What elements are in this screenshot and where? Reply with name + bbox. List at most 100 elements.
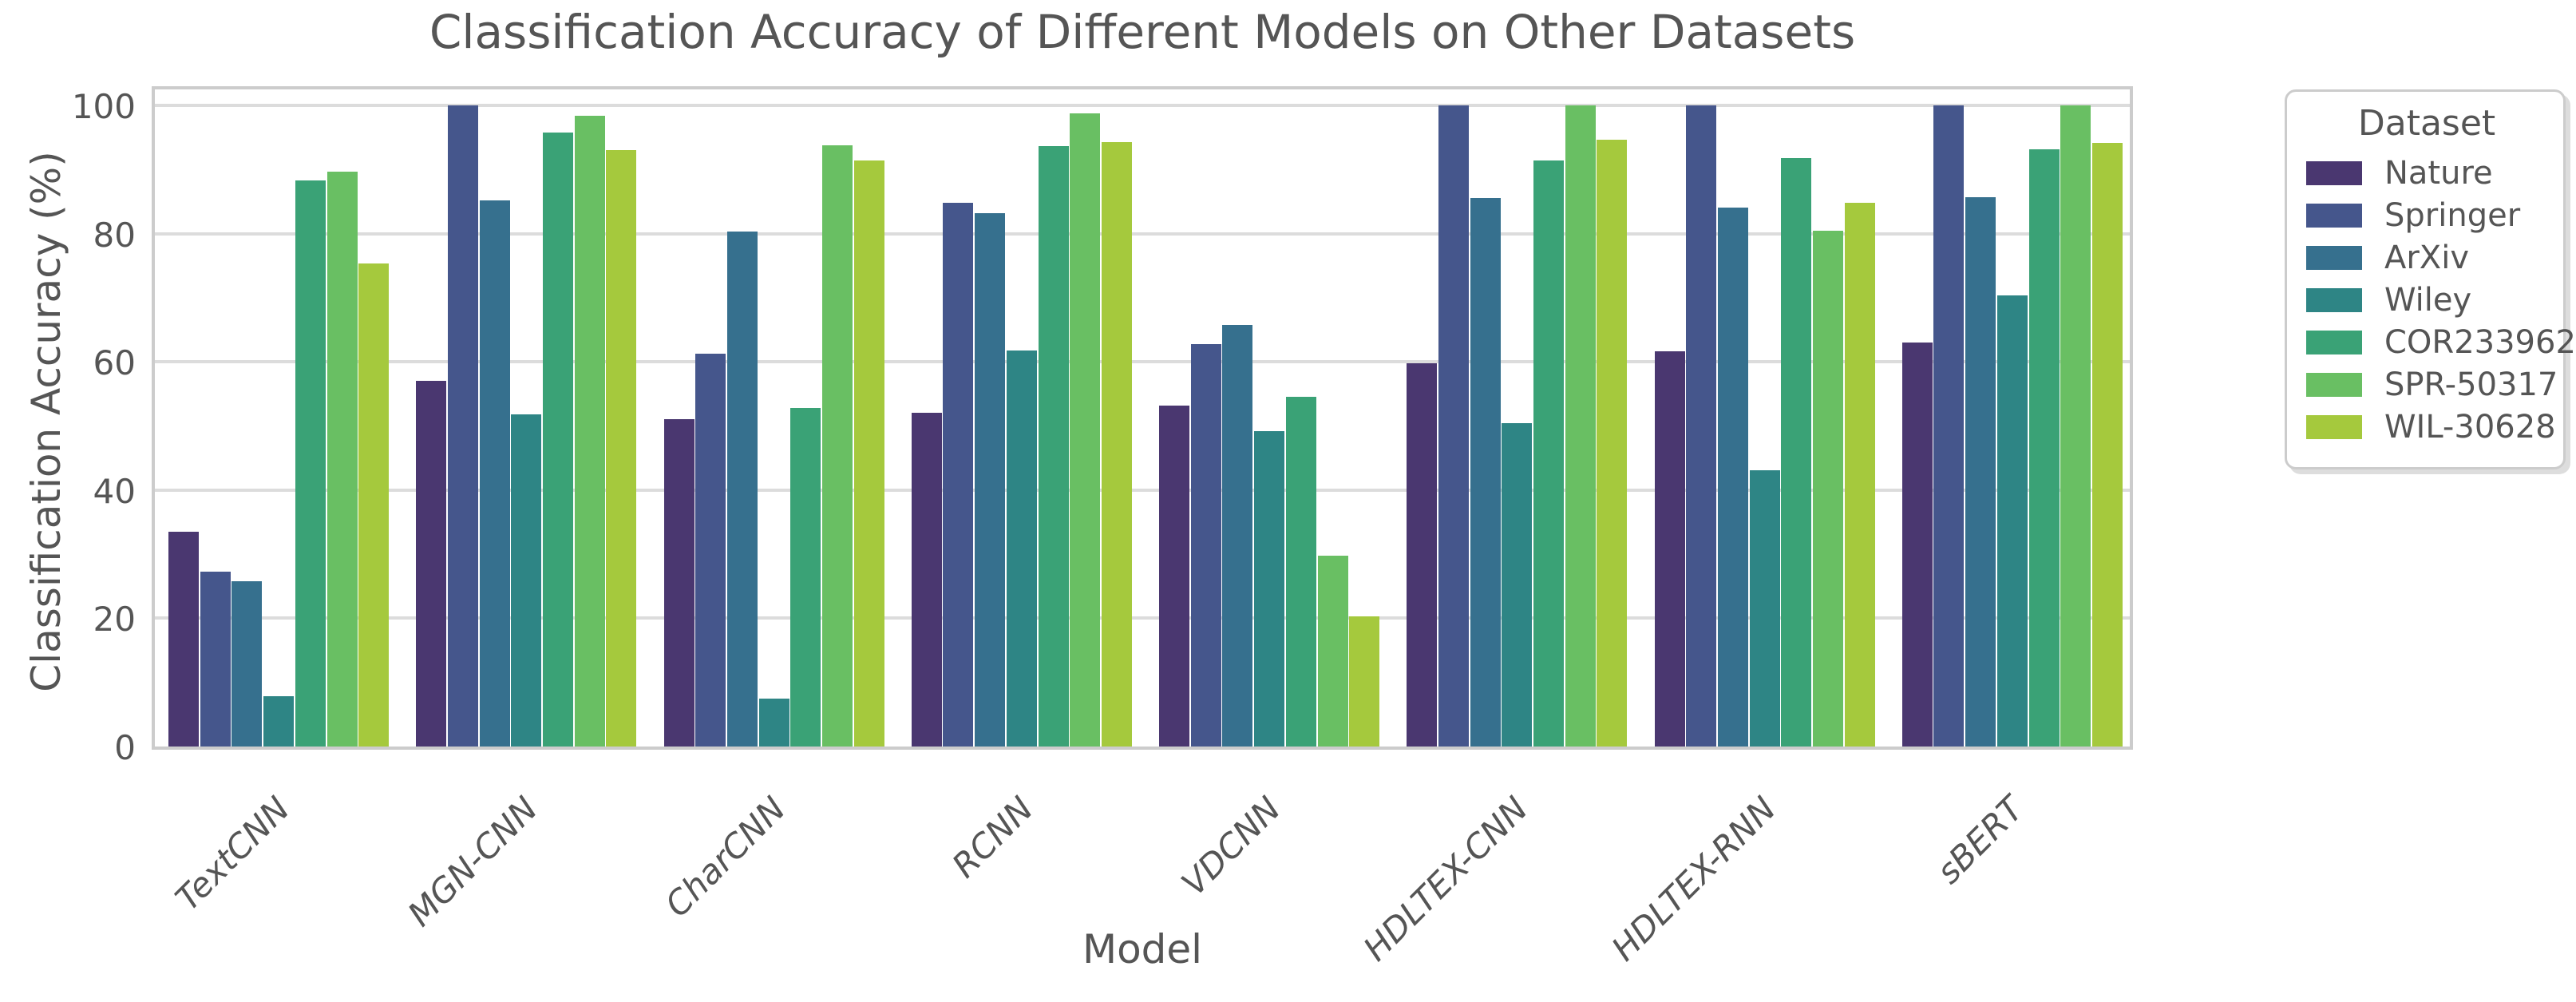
- bar-VDCNN-WIL-30628: [1349, 616, 1379, 747]
- y-tick-label: 100: [71, 87, 136, 126]
- bar-VDCNN-ArXiv: [1222, 325, 1252, 747]
- legend-items: Nature Springer ArXiv Wiley COR233962 SPR-503…: [2306, 152, 2576, 448]
- legend-swatch-WIL-30628: [2306, 414, 2362, 439]
- legend-label: Wiley: [2384, 281, 2472, 319]
- bar-TextCNN-Springer: [200, 572, 231, 747]
- bar-CharCNN-SPR-50317: [822, 145, 853, 747]
- gridline: [155, 488, 2130, 492]
- legend-swatch-ArXiv: [2306, 245, 2362, 270]
- plot-area: [152, 86, 2133, 750]
- legend-swatch-Wiley: [2306, 287, 2362, 312]
- legend-label: Springer: [2384, 196, 2521, 234]
- legend-label: SPR-50317: [2384, 366, 2558, 403]
- bar-RCNN-Nature: [912, 413, 942, 747]
- bar-sBERT-Springer: [1933, 105, 1964, 747]
- legend-swatch-Springer: [2306, 203, 2362, 228]
- bar-sBERT-WIL-30628: [2092, 143, 2123, 747]
- bar-TextCNN-Wiley: [263, 696, 294, 747]
- y-tick-label: 0: [114, 728, 136, 767]
- bar-VDCNN-SPR-50317: [1318, 556, 1348, 747]
- legend-item: ArXiv: [2306, 236, 2547, 279]
- legend-item: WIL-30628: [2306, 406, 2556, 448]
- y-tick-label: 80: [93, 215, 136, 255]
- y-tick-label: 20: [93, 600, 136, 640]
- bar-CharCNN-ArXiv: [727, 232, 758, 747]
- bar-CharCNN-COR233962: [790, 408, 821, 747]
- gridline: [155, 616, 2130, 620]
- bar-MGN-CNN-ArXiv: [480, 200, 510, 747]
- bar-MGN-CNN-COR233962: [543, 133, 573, 747]
- bar-RCNN-WIL-30628: [1102, 142, 1132, 747]
- bar-TextCNN-Nature: [168, 532, 199, 747]
- legend-label: WIL-30628: [2384, 408, 2556, 446]
- x-tick-label-VDCNN: VDCNN: [1173, 789, 1288, 904]
- legend-title: Dataset: [2357, 103, 2496, 144]
- bar-VDCNN-Wiley: [1254, 431, 1284, 747]
- legend-label: Nature: [2384, 154, 2493, 192]
- legend-label: COR233962: [2384, 323, 2576, 361]
- x-tick-label-CharCNN: CharCNN: [657, 789, 793, 925]
- bar-sBERT-Nature: [1902, 343, 1933, 747]
- bar-CharCNN-Nature: [664, 419, 694, 747]
- legend-item: Nature: [2306, 152, 2547, 194]
- legend: Dataset Nature Springer ArXiv Wiley COR23396…: [2285, 89, 2576, 469]
- bar-HDLTEX-RNN-Nature: [1655, 351, 1685, 747]
- bar-RCNN-COR233962: [1039, 146, 1069, 747]
- legend-swatch-Nature: [2306, 160, 2362, 185]
- chart-title: Classification Accuracy of Different Mod…: [429, 5, 1856, 59]
- x-tick-label-sBERT: sBERT: [1929, 789, 2032, 892]
- bar-MGN-CNN-WIL-30628: [606, 150, 636, 747]
- legend-item: SPR-50317: [2306, 363, 2558, 406]
- bar-RCNN-ArXiv: [975, 213, 1005, 747]
- bar-HDLTEX-CNN-Wiley: [1502, 423, 1532, 747]
- bar-CharCNN-WIL-30628: [854, 160, 884, 747]
- y-axis-label: Classification Accuracy (%): [23, 151, 69, 692]
- gridline: [155, 360, 2130, 364]
- legend-item: Wiley: [2306, 279, 2547, 321]
- bar-sBERT-Wiley: [1997, 295, 2028, 747]
- x-tick-label-TextCNN: TextCNN: [168, 789, 298, 918]
- bar-TextCNN-WIL-30628: [358, 263, 389, 747]
- bar-RCNN-Wiley: [1007, 351, 1037, 747]
- x-axis-label: Model: [1082, 926, 1203, 972]
- bar-MGN-CNN-Wiley: [511, 414, 541, 747]
- bar-TextCNN-COR233962: [295, 180, 326, 747]
- legend-item: COR233962: [2306, 321, 2576, 363]
- bar-HDLTEX-RNN-ArXiv: [1718, 208, 1748, 747]
- bar-RCNN-SPR-50317: [1070, 113, 1100, 747]
- y-tick-label: 40: [93, 471, 136, 511]
- bar-CharCNN-Wiley: [759, 699, 789, 747]
- bar-HDLTEX-RNN-Wiley: [1750, 470, 1780, 747]
- bar-VDCNN-Springer: [1191, 344, 1221, 747]
- bar-sBERT-ArXiv: [1965, 197, 1996, 747]
- bar-TextCNN-ArXiv: [231, 581, 262, 747]
- bar-RCNN-Springer: [943, 203, 973, 747]
- bar-HDLTEX-CNN-Nature: [1407, 363, 1437, 747]
- bar-HDLTEX-RNN-WIL-30628: [1845, 203, 1875, 747]
- bar-sBERT-SPR-50317: [2060, 105, 2091, 747]
- bar-HDLTEX-CNN-SPR-50317: [1565, 105, 1596, 747]
- x-tick-label-MGN-CNN: MGN-CNN: [400, 789, 545, 934]
- bar-HDLTEX-CNN-ArXiv: [1470, 198, 1501, 747]
- bar-HDLTEX-CNN-Springer: [1438, 105, 1469, 747]
- legend-swatch-SPR-50317: [2306, 372, 2362, 397]
- bar-sBERT-COR233962: [2029, 149, 2060, 747]
- x-tick-label-RCNN: RCNN: [944, 789, 1041, 885]
- bar-HDLTEX-CNN-WIL-30628: [1597, 140, 1627, 747]
- bar-HDLTEX-RNN-COR233962: [1781, 158, 1811, 747]
- gridline: [155, 104, 2130, 107]
- bar-HDLTEX-RNN-Springer: [1686, 105, 1716, 747]
- legend-label: ArXiv: [2384, 239, 2469, 276]
- bar-HDLTEX-RNN-SPR-50317: [1813, 231, 1843, 747]
- legend-item: Springer: [2306, 194, 2547, 236]
- gridline: [155, 232, 2130, 236]
- y-tick-label: 60: [93, 343, 136, 383]
- bar-HDLTEX-CNN-COR233962: [1533, 160, 1564, 747]
- bar-CharCNN-Springer: [695, 354, 726, 747]
- bar-MGN-CNN-Springer: [448, 105, 478, 747]
- bar-TextCNN-SPR-50317: [327, 172, 358, 747]
- legend-swatch-COR233962: [2306, 330, 2362, 354]
- bar-MGN-CNN-SPR-50317: [575, 116, 605, 747]
- bar-MGN-CNN-Nature: [416, 381, 446, 747]
